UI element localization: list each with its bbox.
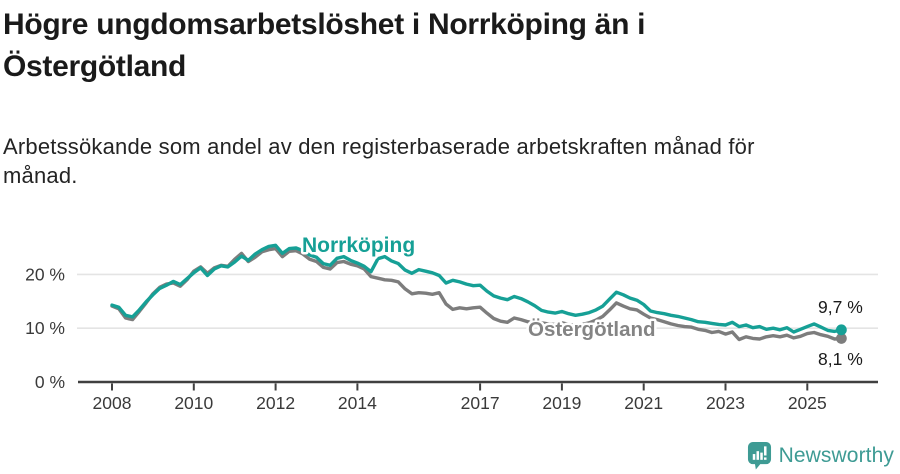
x-tick-label: 2017 xyxy=(461,393,500,413)
page-title-line-2: Östergötland xyxy=(3,50,187,83)
chart-subtitle-line-2: månad. xyxy=(3,163,78,188)
series-line-ostergotland xyxy=(110,246,844,342)
x-tick-label: 2025 xyxy=(788,393,827,413)
y-tick-label: 10 % xyxy=(25,318,65,338)
x-tick-label: 2014 xyxy=(338,393,377,413)
y-tick-label: 20 % xyxy=(25,264,65,284)
series-line-norrkoping xyxy=(110,243,844,334)
chart-subtitle: Arbetssökande som andel av den registerb… xyxy=(3,132,863,190)
series-label-ostergotland: Östergötland xyxy=(528,318,656,341)
series-end-dot-ostergotland xyxy=(835,333,847,344)
page-title-line-1: Högre ungdomsarbetslöshet i Norrköping ä… xyxy=(3,8,646,41)
newsworthy-wordmark: Newsworthy xyxy=(778,443,894,467)
x-tick-label: 2012 xyxy=(256,393,295,413)
end-value-label-ostergotland: 8,1 % xyxy=(818,349,863,369)
x-tick-label: 2008 xyxy=(93,393,132,413)
y-tick-label: 0 % xyxy=(35,372,65,392)
x-tick-label: 2019 xyxy=(542,393,581,413)
series-label-norrkoping: Norrköping xyxy=(302,234,415,257)
end-value-label-norrkoping: 9,7 % xyxy=(818,297,863,317)
x-tick-label: 2010 xyxy=(174,393,213,413)
series-end-dot-norrkoping xyxy=(835,324,847,336)
chart-subtitle-line-1: Arbetssökande som andel av den registerb… xyxy=(3,134,755,159)
page-title: Högre ungdomsarbetslöshet i Norrköping ä… xyxy=(3,4,863,88)
x-tick-label: 2021 xyxy=(624,393,663,413)
newsworthy-logo: Newsworthy xyxy=(747,441,894,470)
x-tick-label: 2023 xyxy=(706,393,745,413)
newsworthy-icon xyxy=(747,442,771,470)
